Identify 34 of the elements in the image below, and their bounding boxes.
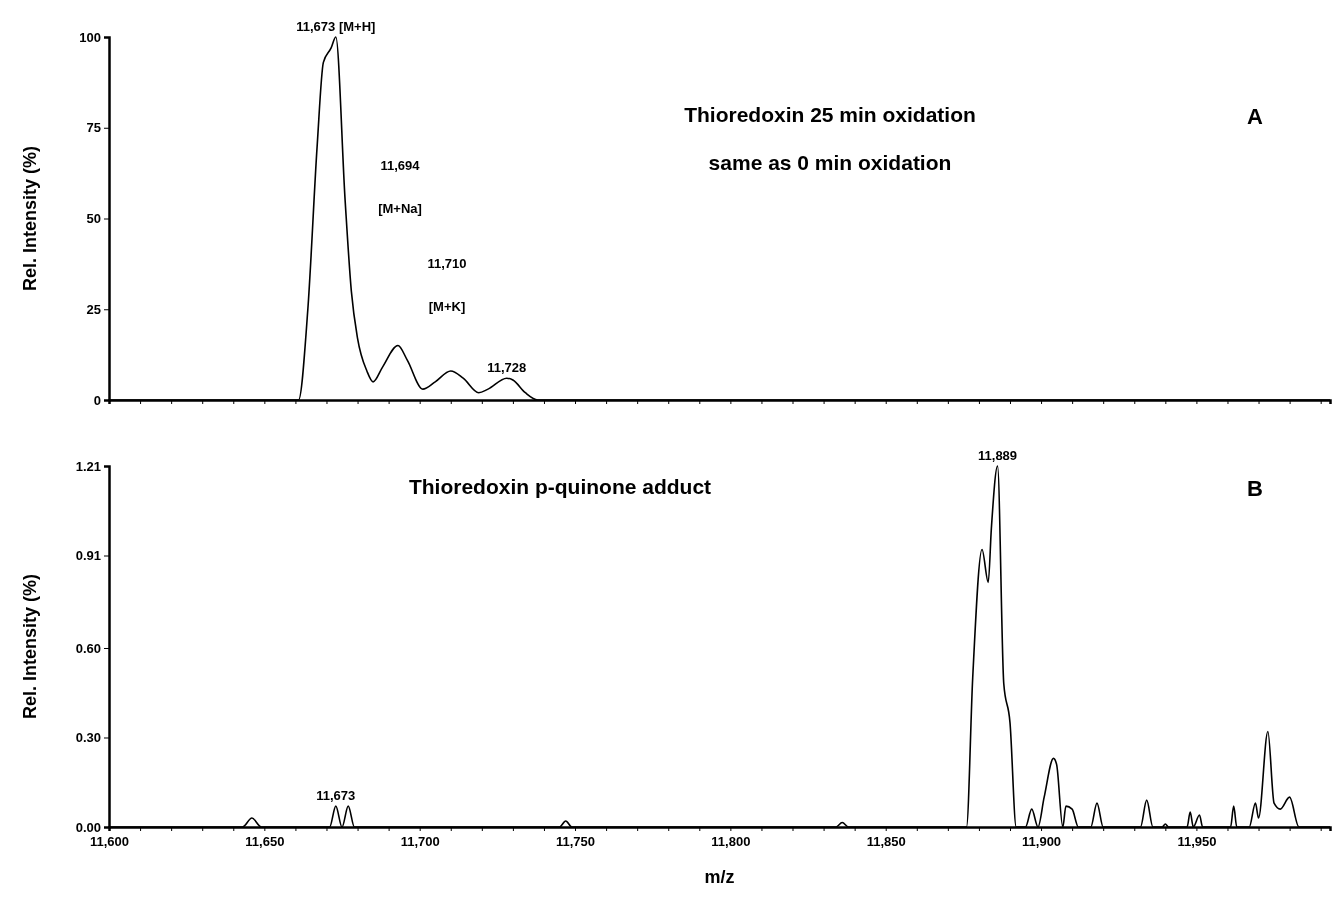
x-tick-label: 11,950 [1177, 833, 1217, 849]
annotation: 11,694 [380, 158, 421, 173]
y-tick-label: 0.60 [75, 640, 101, 656]
annotation: [M+K] [428, 299, 466, 314]
annotation: 11,728 [487, 360, 527, 376]
annotation: [M+Na] [378, 201, 422, 216]
annotation: 11,673 [316, 788, 356, 804]
y-tick-label: 1.21 [75, 458, 101, 474]
y-tick-label: 0.00 [75, 819, 101, 835]
x-tick-label: 11,700 [400, 833, 440, 849]
x-tick-label: 11,900 [1022, 833, 1062, 849]
x-tick-label: 11,800 [711, 833, 751, 849]
x-tick-label: 11,600 [89, 833, 130, 849]
y-tick-label: 25 [86, 301, 101, 317]
y-tick-label: 100 [79, 29, 101, 45]
x-tick-label: 11,650 [245, 833, 285, 849]
annotation: 11,889 [978, 448, 1018, 463]
x-tick-label: 11,850 [866, 833, 906, 849]
y-axis-title: Rel. Intensity (%) [20, 145, 40, 292]
y-tick-label: 50 [86, 211, 101, 227]
annotation: B [1247, 476, 1263, 501]
y-axis-title: Rel. Intensity (%) [20, 573, 40, 720]
y-tick-label: 75 [86, 120, 101, 136]
text: same as 0 min oxidation [708, 151, 952, 174]
annotation: 11,673 [M+H] [296, 19, 376, 34]
y-tick-label: 0.30 [75, 730, 101, 746]
text: Thioredoxin 25 min oxidation [684, 103, 976, 126]
x-axis-title: m/z [704, 867, 735, 887]
y-tick-label: 0.91 [75, 548, 101, 564]
y-tick-label: 0 [93, 392, 101, 408]
x-tick-label: 11,750 [556, 833, 596, 849]
chart-title: Thioredoxin p-quinone adduct [408, 475, 712, 498]
annotation: A [1247, 104, 1264, 129]
annotation: 11,710 [427, 256, 467, 271]
